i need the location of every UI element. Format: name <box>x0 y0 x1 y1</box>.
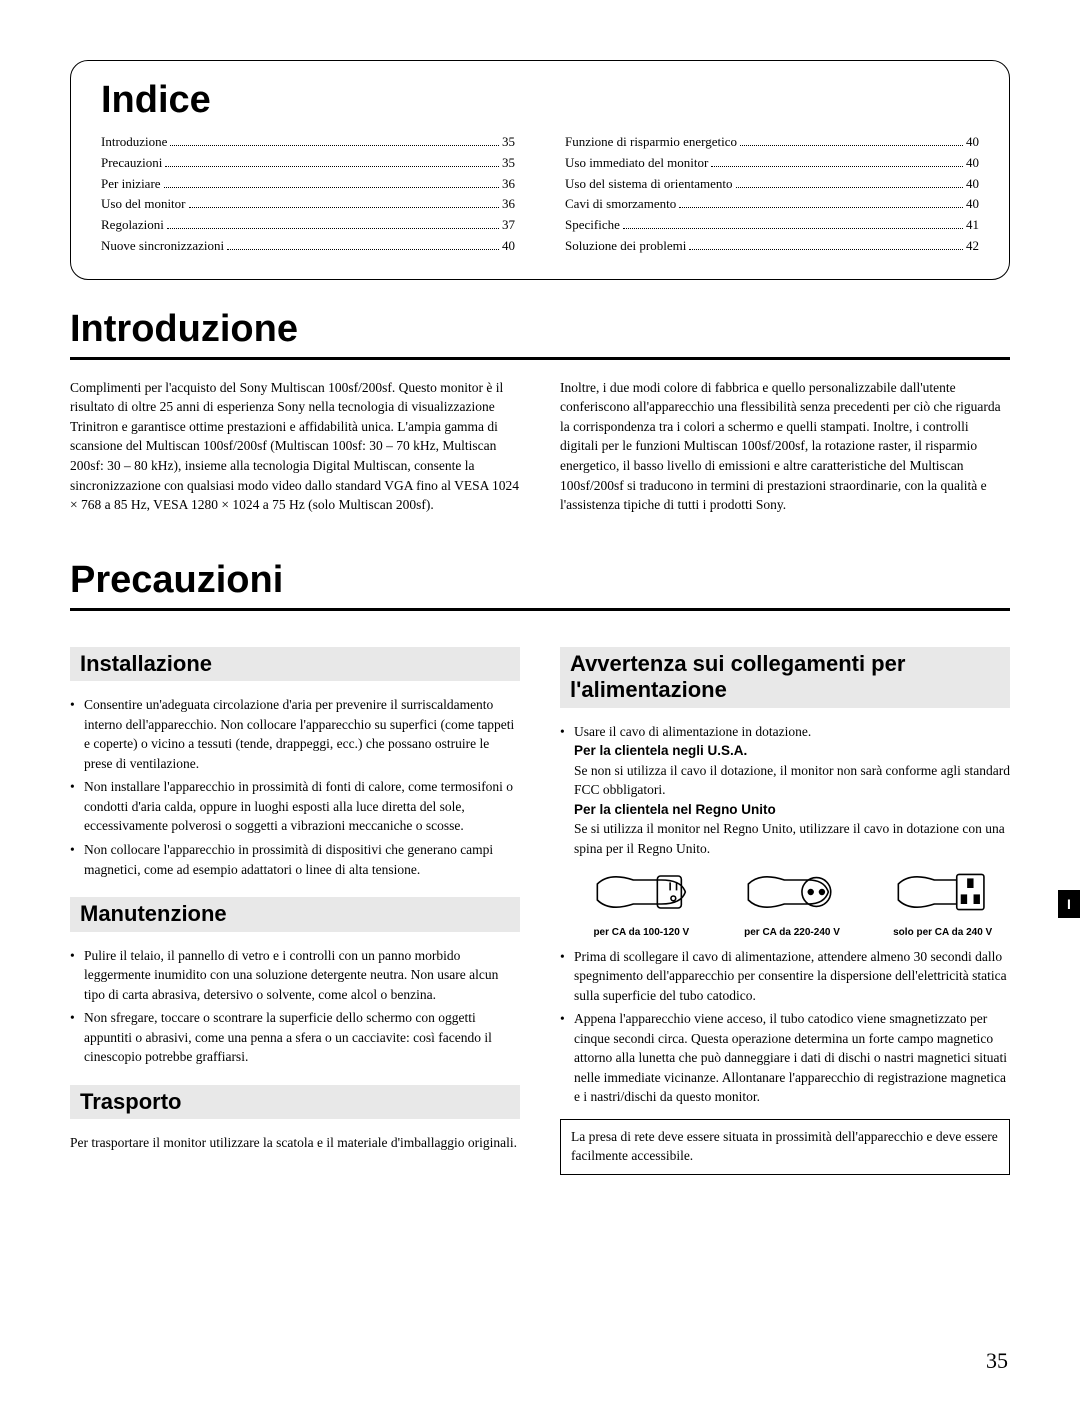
list-item: Pulire il telaio, il pannello di vetro e… <box>70 946 520 1005</box>
toc-page: 41 <box>966 215 979 236</box>
precauzioni-col-left: Installazione Consentire un'adeguata cir… <box>70 629 520 1175</box>
toc-label: Precauzioni <box>101 153 162 174</box>
toc-page: 40 <box>966 194 979 215</box>
toc-label: Per iniziare <box>101 174 161 195</box>
toc-row: Cavi di smorzamento 40 <box>565 194 979 215</box>
intro-columns: Complimenti per l'acquisto del Sony Mult… <box>70 378 1010 527</box>
plug-row: per CA da 100-120 V per CA da 220-240 V <box>574 868 1010 940</box>
avvertenza-list: Usare il cavo di alimentazione in dotazi… <box>560 722 1010 1108</box>
list-item: Non sfregare, toccare o scontrare la sup… <box>70 1008 520 1067</box>
plug-3: solo per CA da 240 V <box>875 868 1010 940</box>
toc-dots <box>189 207 500 208</box>
intro-p1: Complimenti per l'acquisto del Sony Mult… <box>70 378 520 515</box>
avv-usa-head: Per la clientela negli U.S.A. <box>574 743 747 758</box>
toc-dots <box>740 145 963 146</box>
toc-page: 35 <box>502 153 515 174</box>
toc-page: 36 <box>502 194 515 215</box>
intro-p2: Inoltre, i due modi colore di fabbrica e… <box>560 378 1010 515</box>
toc-dots <box>623 228 963 229</box>
toc-row: Uso del monitor 36 <box>101 194 515 215</box>
avv-uk-text: Se si utilizza il monitor nel Regno Unit… <box>574 821 1005 856</box>
toc-row: Precauzioni 35 <box>101 153 515 174</box>
toc-label: Funzione di risparmio energetico <box>565 132 737 153</box>
toc-row: Soluzione dei problemi 42 <box>565 236 979 257</box>
toc-label: Introduzione <box>101 132 167 153</box>
list-item: Non installare l'apparecchio in prossimi… <box>70 777 520 836</box>
toc-dots <box>679 207 963 208</box>
toc-label: Cavi di smorzamento <box>565 194 676 215</box>
subhead-manutenzione: Manutenzione <box>70 897 520 931</box>
toc-dots <box>736 187 963 188</box>
toc-row: Per iniziare 36 <box>101 174 515 195</box>
toc-label: Uso immediato del monitor <box>565 153 708 174</box>
toc-page: 40 <box>502 236 515 257</box>
installazione-list: Consentire un'adeguata circolazione d'ar… <box>70 695 520 879</box>
precauzioni-col-right: Avvertenza sui collegamenti per l'alimen… <box>560 629 1010 1175</box>
avv-intro: Usare il cavo di alimentazione in dotazi… <box>574 724 811 739</box>
subhead-trasporto: Trasporto <box>70 1085 520 1119</box>
toc-row: Nuove sincronizzazioni 40 <box>101 236 515 257</box>
subhead-avvertenza: Avvertenza sui collegamenti per l'alimen… <box>560 647 1010 708</box>
plug-icon-eu <box>725 868 860 916</box>
toc-dots <box>170 145 499 146</box>
toc-row: Uso immediato del monitor 40 <box>565 153 979 174</box>
toc-dots <box>711 166 963 167</box>
toc-dots <box>164 187 499 188</box>
toc-label: Uso del sistema di orientamento <box>565 174 733 195</box>
toc-dots <box>227 249 499 250</box>
toc-dots <box>689 249 963 250</box>
toc-page: 35 <box>502 132 515 153</box>
toc-label: Soluzione dei problemi <box>565 236 686 257</box>
toc-page: 36 <box>502 174 515 195</box>
plug-label-3: solo per CA da 240 V <box>875 926 1010 941</box>
toc-columns: Introduzione 35 Precauzioni 35 Per iniziare 3… <box>101 132 979 257</box>
intro-col-left: Complimenti per l'acquisto del Sony Mult… <box>70 378 520 527</box>
toc-title: Indice <box>101 79 979 122</box>
avv-usa-text: Se non si utilizza il cavo il dotazione,… <box>574 763 1010 798</box>
toc-label: Nuove sincronizzazioni <box>101 236 224 257</box>
plug-icon-uk <box>875 868 1010 916</box>
toc-page: 40 <box>966 174 979 195</box>
avvertenza-item-2: Prima di scollegare il cavo di alimentaz… <box>560 947 1010 1006</box>
manutenzione-list: Pulire il telaio, il pannello di vetro e… <box>70 946 520 1067</box>
avvertenza-item-1: Usare il cavo di alimentazione in dotazi… <box>560 722 1010 941</box>
toc-col-right: Funzione di risparmio energetico40Uso im… <box>565 132 979 257</box>
plug-label-2: per CA da 220-240 V <box>725 926 860 941</box>
toc-page: 37 <box>502 215 515 236</box>
page-number: 35 <box>986 1348 1008 1374</box>
toc-page: 40 <box>966 153 979 174</box>
list-item: Consentire un'adeguata circolazione d'ar… <box>70 695 520 773</box>
list-item: Non collocare l'apparecchio in prossimit… <box>70 840 520 879</box>
toc-row: Specifiche 41 <box>565 215 979 236</box>
toc-row: Uso del sistema di orientamento 40 <box>565 174 979 195</box>
toc-page: 42 <box>966 236 979 257</box>
heading-precauzioni: Precauzioni <box>70 559 1010 611</box>
toc-row: Funzione di risparmio energetico 40 <box>565 132 979 153</box>
toc-page: 40 <box>966 132 979 153</box>
heading-introduzione: Introduzione <box>70 308 1010 360</box>
trasporto-text: Per trasportare il monitor utilizzare la… <box>70 1133 520 1153</box>
plug-2: per CA da 220-240 V <box>725 868 860 940</box>
toc-row: Regolazioni 37 <box>101 215 515 236</box>
notice-box: La presa di rete deve essere situata in … <box>560 1119 1010 1175</box>
plug-1: per CA da 100-120 V <box>574 868 709 940</box>
toc-dots <box>167 228 499 229</box>
toc-label: Regolazioni <box>101 215 164 236</box>
intro-col-right: Inoltre, i due modi colore di fabbrica e… <box>560 378 1010 527</box>
toc-label: Specifiche <box>565 215 620 236</box>
plug-icon-us <box>574 868 709 916</box>
avv-uk-head: Per la clientela nel Regno Unito <box>574 802 776 817</box>
plug-label-1: per CA da 100-120 V <box>574 926 709 941</box>
subhead-installazione: Installazione <box>70 647 520 681</box>
side-tab: I <box>1058 890 1080 918</box>
toc-label: Uso del monitor <box>101 194 186 215</box>
toc-box: Indice Introduzione35Precauzioni35Per in… <box>70 60 1010 280</box>
toc-row: Introduzione 35 <box>101 132 515 153</box>
toc-col-left: Introduzione 35 Precauzioni 35 Per iniziare 3… <box>101 132 515 257</box>
precauzioni-columns: Installazione Consentire un'adeguata cir… <box>70 629 1010 1175</box>
avvertenza-item-3: Appena l'apparecchio viene acceso, il tu… <box>560 1009 1010 1107</box>
toc-dots <box>165 166 499 167</box>
